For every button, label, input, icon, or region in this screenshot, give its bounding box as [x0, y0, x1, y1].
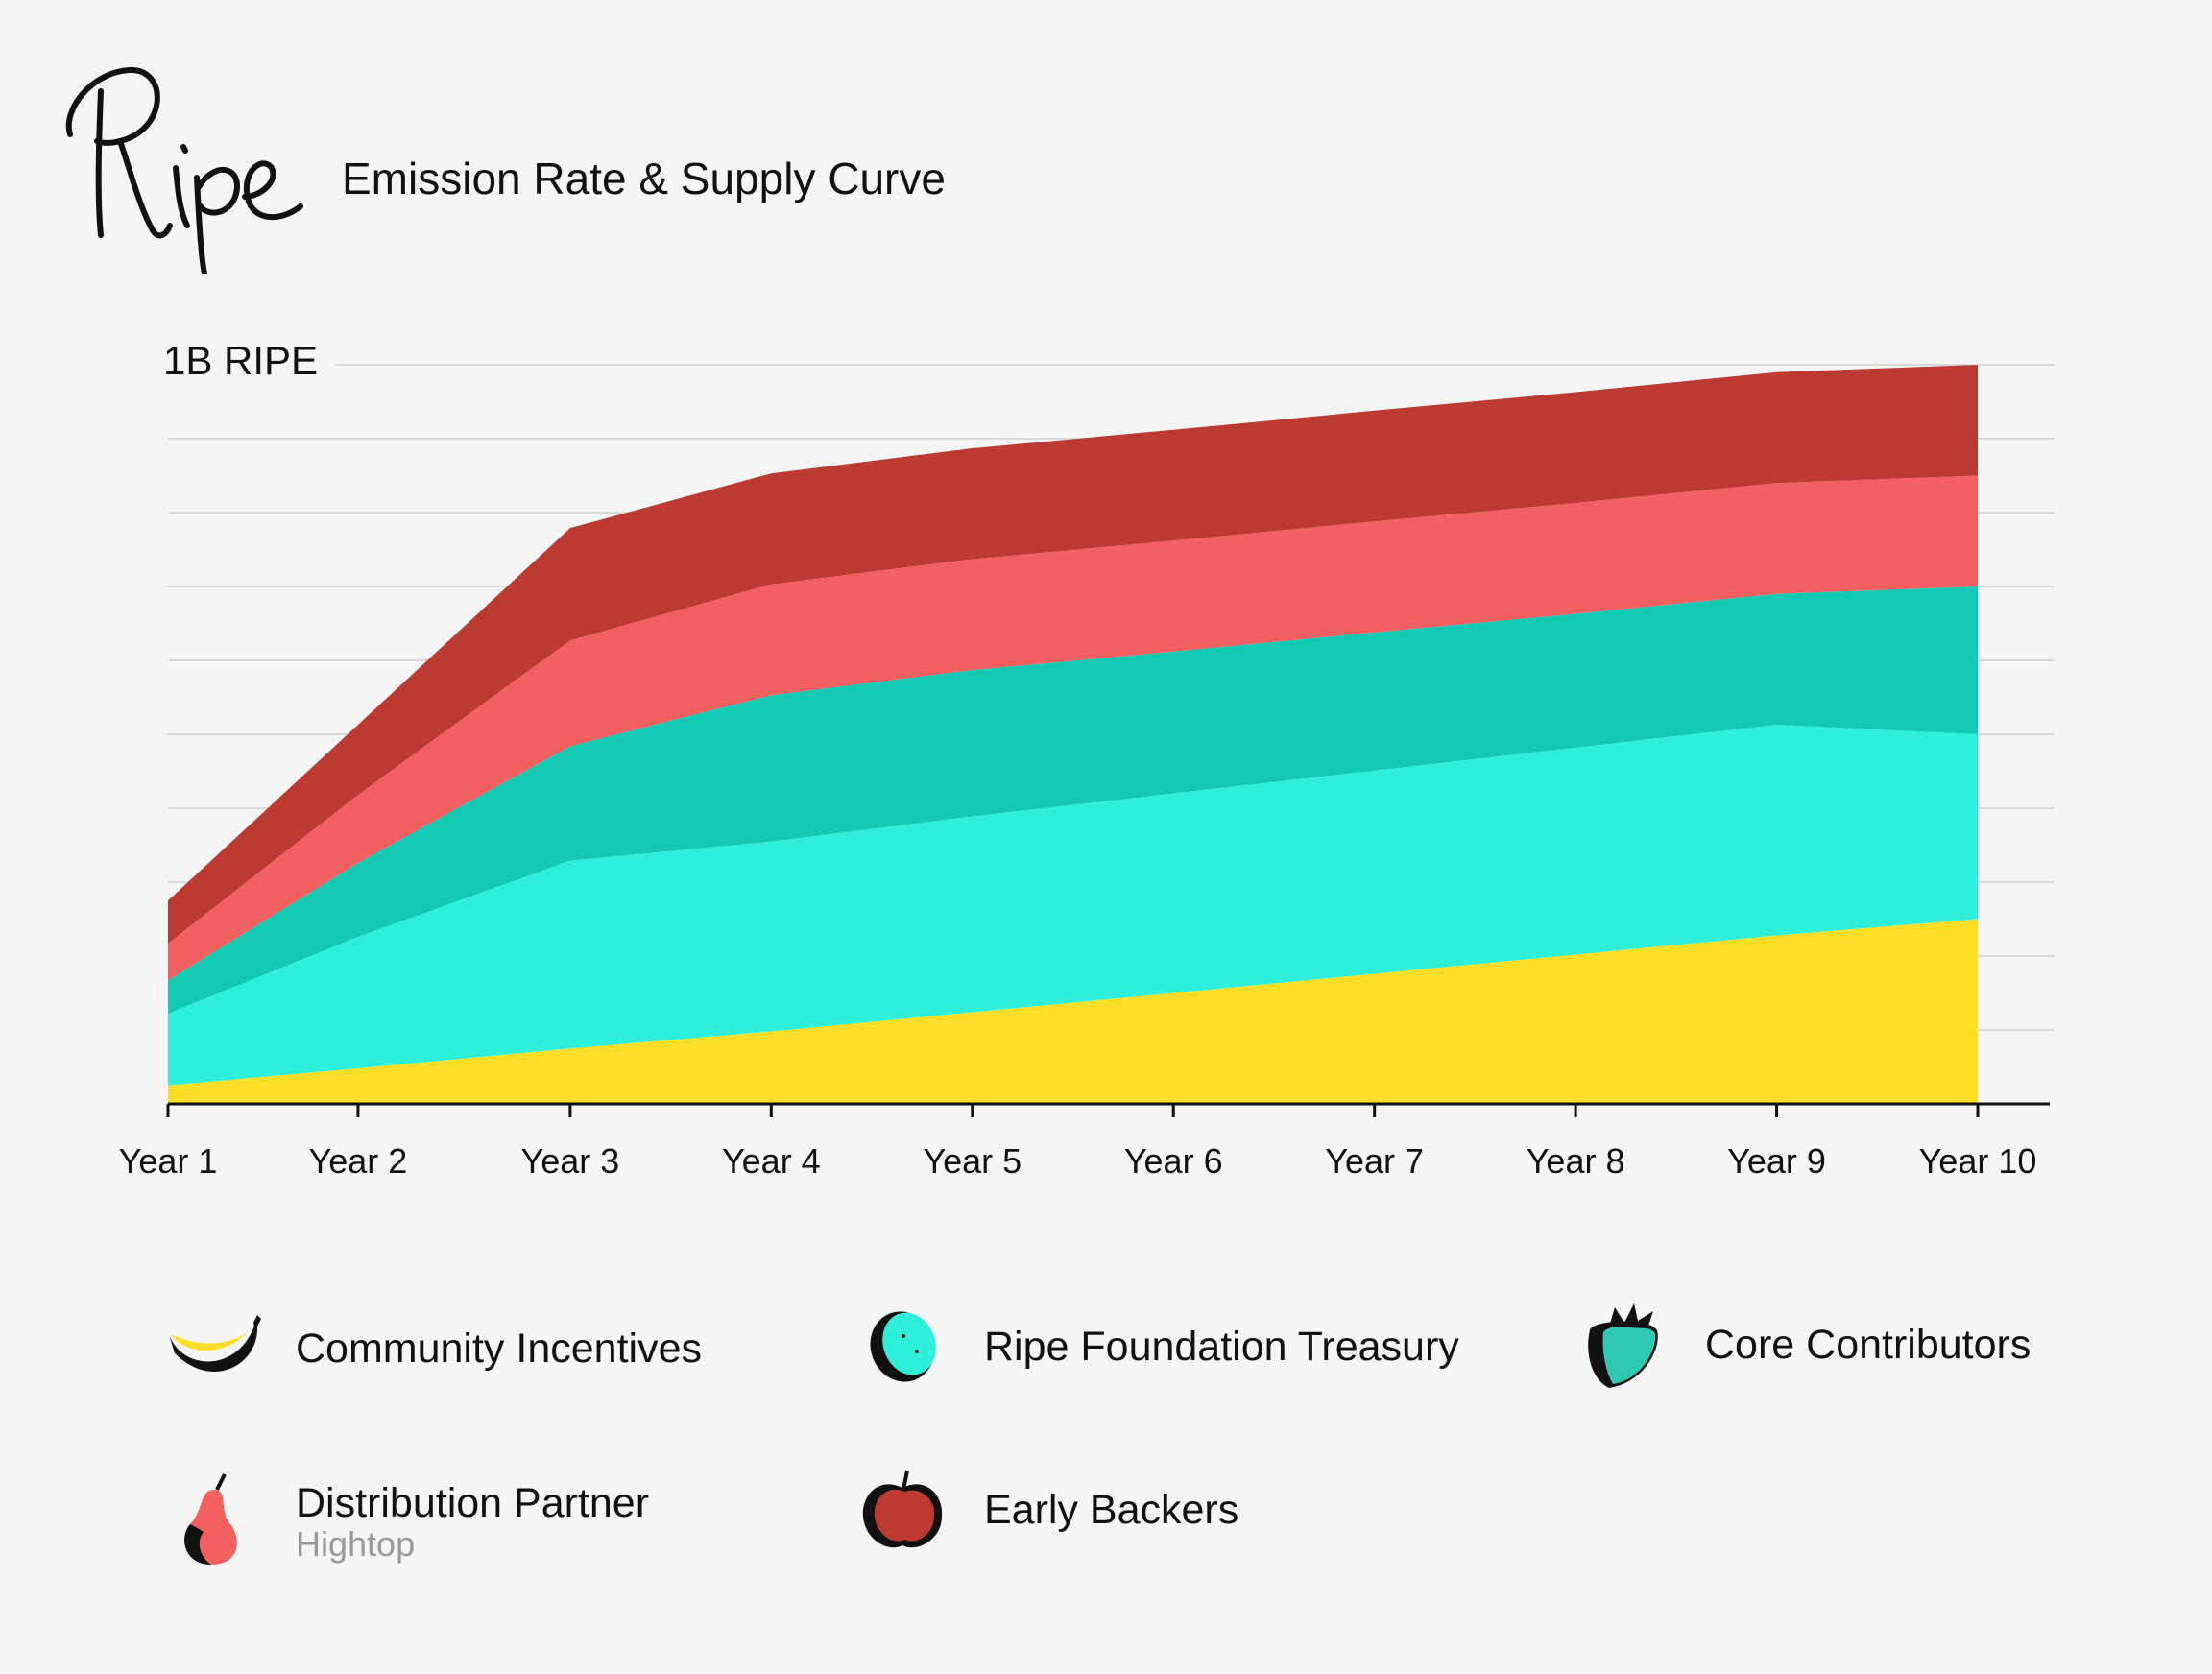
x-tick-label: Year 8	[1527, 1141, 1625, 1181]
x-tick-label: Year 1	[119, 1141, 218, 1181]
chart-title: Emission Rate & Supply Curve	[342, 154, 946, 203]
legend-sublabel: Hightop	[296, 1524, 416, 1564]
legend-item-distribution-partner: Distribution Partner Hightop	[161, 1469, 649, 1574]
area-ripe-foundation-treasury	[168, 724, 1978, 1086]
banana-icon	[169, 1315, 261, 1372]
pear-icon	[184, 1473, 237, 1565]
area-distribution-partner	[168, 475, 1978, 981]
x-tick-label: Year 3	[521, 1141, 620, 1181]
x-tick-label: Year 4	[722, 1141, 821, 1181]
strawberry-icon	[1588, 1303, 1658, 1388]
legend-label: Core Contributors	[1705, 1322, 2032, 1368]
x-tick-label: Year 9	[1727, 1141, 1826, 1181]
x-tick-label: Year 5	[923, 1141, 1022, 1181]
x-tick-label: Year 6	[1124, 1141, 1223, 1181]
area-core-contributors	[168, 586, 1978, 1015]
x-tick-label: Year 7	[1325, 1141, 1424, 1181]
lime-icon	[870, 1311, 936, 1382]
stacked-areas	[168, 365, 1978, 1104]
legend-item-early-backers: Early Backers	[850, 1457, 1238, 1563]
legend-label: Distribution Partner	[296, 1480, 650, 1526]
legend-item-core-contributors: Core Contributors	[1571, 1292, 2031, 1398]
ripe-logo	[65, 66, 303, 274]
x-tick-label: Year 10	[1919, 1141, 2037, 1181]
apple-icon	[862, 1470, 943, 1548]
x-tick-label: Year 2	[309, 1141, 408, 1181]
legend-item-ripe-foundation-treasury: Ripe Foundation Treasury	[850, 1294, 1459, 1399]
legend-item-community-incentives: Community Incentives	[161, 1296, 702, 1401]
area-early-backers	[168, 365, 1978, 944]
area-community-incentives	[168, 919, 1978, 1104]
legend-label: Early Backers	[984, 1487, 1239, 1533]
x-axis: Year 1 Year 2 Year 3 Year 4 Year 5 Year 6 Year…	[119, 1102, 2050, 1181]
legend-label: Community Incentives	[296, 1326, 702, 1372]
y-max-label: 1B RIPE	[163, 338, 318, 383]
legend-label: Ripe Foundation Treasury	[984, 1324, 1459, 1370]
